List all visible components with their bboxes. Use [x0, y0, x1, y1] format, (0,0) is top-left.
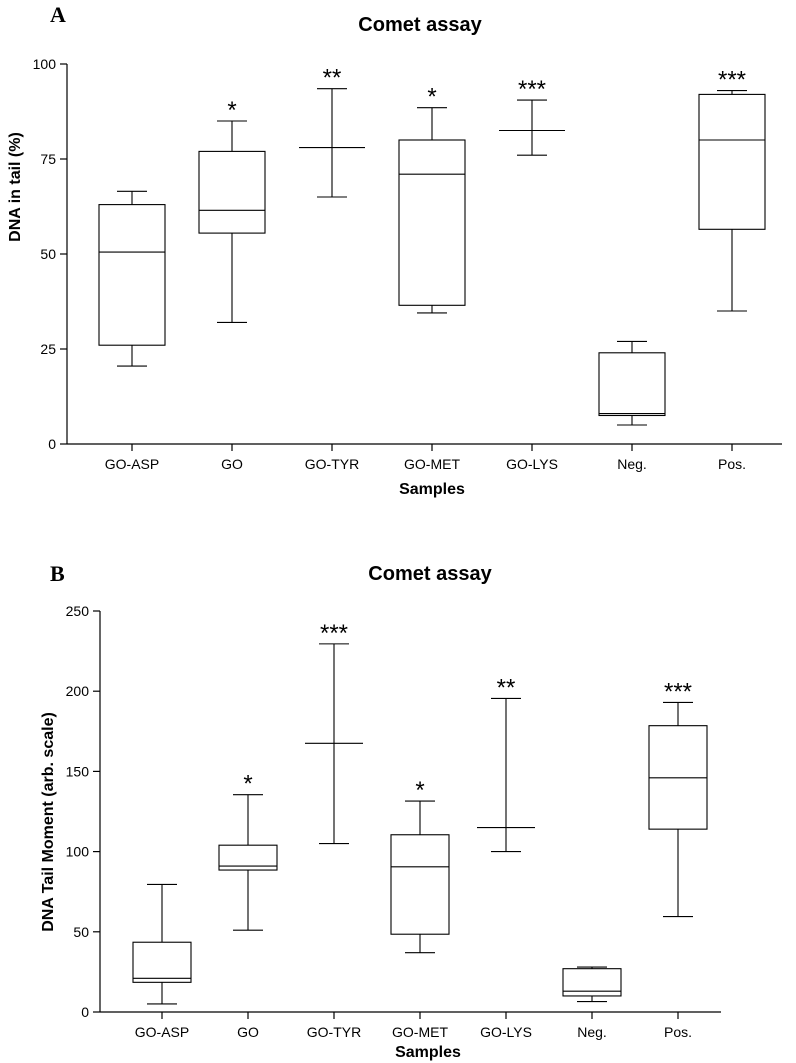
box-b-0	[132, 883, 192, 1005]
y-tick-label-b: 0	[81, 1004, 89, 1020]
box-b-5	[562, 966, 622, 1003]
y-tick-label-a: 75	[40, 151, 56, 167]
box-b-3: *	[390, 777, 450, 954]
x-tick-label-b: GO	[237, 1024, 259, 1040]
panel-letter-b: B	[50, 561, 65, 586]
x-tick-label-a: GO-MET	[404, 456, 460, 472]
x-tick-label-b: GO-LYS	[480, 1024, 532, 1040]
significance-label: *	[415, 777, 424, 804]
plot-area-a: 0 25 50 75 100 GO-ASP GO * GO-TYR ** GO-MET * GO-LYS…	[33, 56, 782, 472]
x-axis-title-b: Samples	[395, 1044, 461, 1061]
x-tick-label-b: GO-TYR	[307, 1024, 361, 1040]
y-tick-label-a: 100	[33, 56, 57, 72]
y-tick-label-a: 50	[40, 246, 56, 262]
x-axis-title-a: Samples	[399, 481, 465, 498]
x-tick-label-a: GO-TYR	[305, 456, 359, 472]
chart-title-a: Comet assay	[358, 14, 482, 36]
y-axis-title-b: DNA Tail Moment (arb. scale)	[40, 712, 57, 932]
panel-letter-a: A	[50, 2, 66, 27]
x-tick-label-a: Neg.	[617, 456, 647, 472]
x-tick-label-b: GO-ASP	[135, 1024, 189, 1040]
box-a-1: *	[198, 97, 266, 323]
iqr-box	[98, 204, 166, 346]
iqr-box	[598, 352, 666, 417]
x-tick-label-b: GO-MET	[392, 1024, 448, 1040]
box-a-4: ***	[499, 76, 565, 156]
y-tick-label-b: 50	[73, 924, 89, 940]
box-b-4: **	[477, 674, 535, 853]
significance-label: ***	[320, 620, 348, 647]
iqr-box	[390, 834, 450, 935]
y-tick-label-a: 0	[48, 436, 56, 452]
y-tick-label-b: 250	[66, 603, 90, 619]
box-a-0	[98, 190, 166, 367]
box-a-5	[598, 340, 666, 426]
significance-label: ***	[718, 67, 746, 94]
iqr-box	[698, 93, 766, 230]
x-tick-label-b: Neg.	[577, 1024, 607, 1040]
y-tick-label-b: 100	[66, 844, 90, 860]
significance-label: **	[497, 674, 516, 701]
significance-label: *	[427, 84, 436, 111]
iqr-box	[398, 139, 466, 306]
iqr-box	[132, 941, 192, 983]
chart-title-b: Comet assay	[368, 563, 492, 585]
iqr-box	[218, 844, 278, 871]
panel-b: B Comet assay DNA Tail Moment (arb. scal…	[40, 561, 721, 1061]
significance-label: *	[227, 97, 236, 124]
significance-label: ***	[518, 76, 546, 103]
box-b-6: ***	[648, 678, 708, 918]
box-a-6: ***	[698, 67, 766, 312]
significance-label: *	[243, 771, 252, 798]
panel-a: A Comet assay DNA in tail (%) Samples 0 2…	[7, 2, 782, 498]
x-tick-label-a: Pos.	[718, 456, 746, 472]
significance-label: **	[323, 65, 342, 92]
y-tick-label-b: 150	[66, 763, 90, 779]
y-axis-title-a: DNA in tail (%)	[7, 132, 24, 242]
x-tick-label-a: GO-LYS	[506, 456, 558, 472]
x-tick-label-b: Pos.	[664, 1024, 692, 1040]
iqr-box	[198, 150, 266, 234]
box-a-3: *	[398, 84, 466, 314]
y-tick-label-b: 200	[66, 683, 90, 699]
significance-label: ***	[664, 678, 692, 705]
iqr-box	[562, 968, 622, 997]
x-tick-label-a: GO-ASP	[105, 456, 159, 472]
box-b-2: ***	[305, 620, 363, 845]
x-tick-label-a: GO	[221, 456, 243, 472]
y-tick-label-a: 25	[40, 341, 56, 357]
box-a-2: **	[299, 65, 365, 198]
box-b-1: *	[218, 771, 278, 931]
